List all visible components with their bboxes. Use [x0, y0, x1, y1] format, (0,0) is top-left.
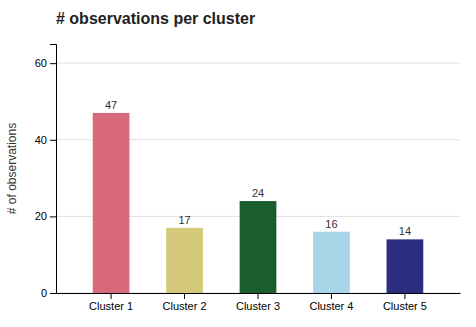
plot-area: Cluster 1 Cluster 2 Cluster 3 Cluster 4 Clus…	[35, 45, 461, 312]
bar	[313, 232, 350, 293]
x-tick-label: Cluster 3	[236, 300, 280, 312]
data-label: 16	[325, 218, 337, 230]
y-tick: 20	[35, 210, 56, 222]
y-tick: 40	[35, 134, 56, 146]
x-tick-mark	[331, 293, 332, 299]
bar	[240, 201, 277, 293]
data-label: 14	[399, 225, 411, 237]
bars	[93, 113, 424, 293]
y-tick-label: 0	[41, 287, 47, 299]
x-tick: Cluster 5	[383, 293, 427, 312]
data-labels: 47 17 24 16 14	[105, 99, 411, 237]
grid	[56, 63, 460, 293]
title: # observations per cluster	[56, 10, 255, 27]
y-tick-label: 20	[35, 210, 47, 222]
y-tick-mark	[50, 293, 56, 294]
x-tick-mark	[404, 293, 405, 299]
x-tick-label: Cluster 2	[163, 300, 207, 312]
data-label: 47	[105, 99, 117, 111]
y-axis-line	[50, 45, 57, 294]
chart: Cluster 1 Cluster 2 Cluster 3 Cluster 4 Clus…	[0, 0, 476, 327]
y-tick-mark	[50, 140, 56, 141]
y-tick-mark	[50, 216, 56, 217]
x-tick: Cluster 3	[236, 293, 280, 312]
bar	[93, 113, 130, 293]
bar	[387, 239, 424, 293]
x-tick-mark	[184, 293, 185, 299]
grid-line	[56, 63, 460, 64]
data-label: 24	[252, 187, 264, 199]
x-tick: Cluster 4	[309, 293, 353, 312]
x-axis: Cluster 1 Cluster 2 Cluster 3 Cluster 4 Clus…	[57, 293, 461, 312]
bar	[166, 228, 203, 293]
y-tick-mark	[50, 63, 56, 64]
x-tick-mark	[111, 293, 112, 299]
y-tick-label: 60	[35, 57, 47, 69]
y-axis-title: # of observations	[5, 123, 19, 214]
x-tick: Cluster 1	[89, 293, 133, 312]
x-tick-label: Cluster 4	[309, 300, 353, 312]
x-tick-mark	[258, 293, 259, 299]
y-tick: 60	[35, 57, 56, 69]
y-tick: 0	[41, 287, 56, 299]
x-tick: Cluster 2	[163, 293, 207, 312]
x-tick-label: Cluster 1	[89, 300, 133, 312]
data-label: 17	[178, 214, 190, 226]
y-tick-label: 40	[35, 134, 47, 146]
y-axis: 0 20 40 60	[35, 45, 57, 300]
x-tick-label: Cluster 5	[383, 300, 427, 312]
